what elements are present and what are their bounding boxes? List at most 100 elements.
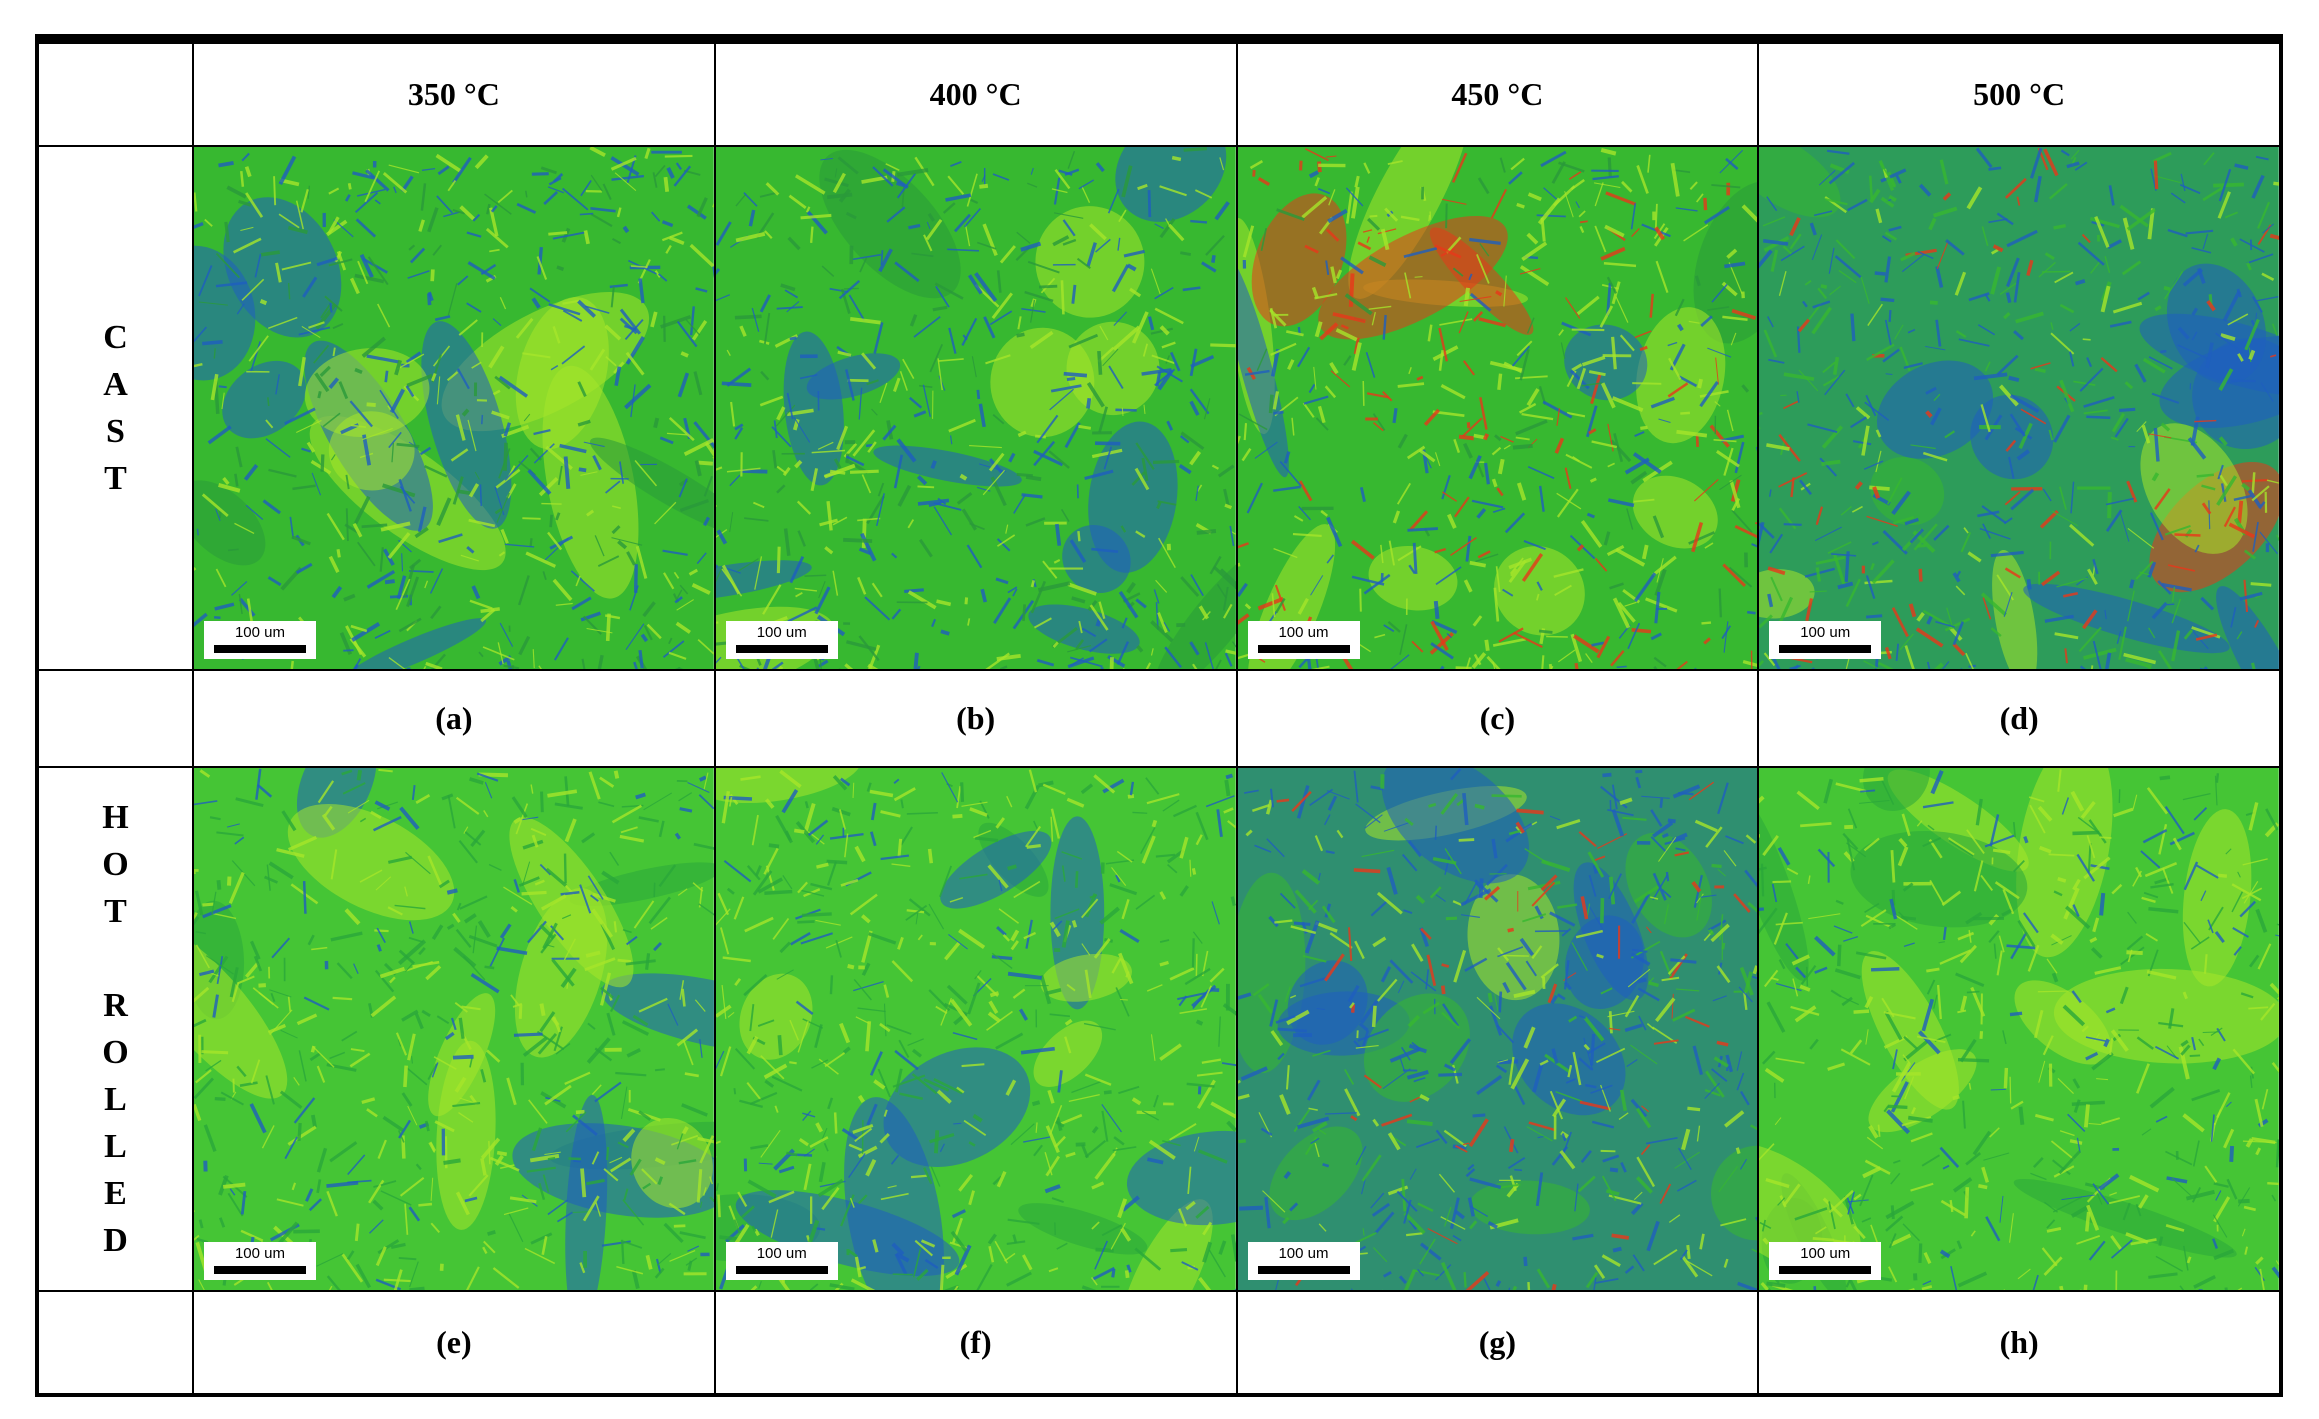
lath-stroke (1583, 1016, 1604, 1042)
lath-stroke (2127, 527, 2155, 549)
lath-stroke (268, 468, 297, 478)
lath-stroke (943, 941, 961, 961)
lath-stroke (312, 1045, 335, 1068)
lath-stroke (2078, 626, 2103, 652)
lath-stroke (2192, 331, 2198, 340)
lath-stroke (438, 532, 463, 543)
lath-stroke (1554, 1090, 1582, 1102)
lath-stroke (768, 843, 780, 849)
lath-stroke (1211, 464, 1219, 470)
lath-stroke (1608, 1010, 1613, 1034)
lath-stroke (666, 166, 675, 179)
lath-stroke (214, 601, 235, 611)
lath-stroke (1318, 321, 1338, 340)
lath-stroke (2096, 1077, 2109, 1080)
lath-stroke (201, 492, 229, 517)
lath-stroke (555, 1042, 571, 1055)
lath-stroke (1491, 660, 1496, 670)
lath-stroke (2087, 568, 2099, 585)
lath-stroke (1178, 463, 1192, 474)
lath-stroke (1271, 592, 1275, 617)
lath-stroke (2038, 990, 2069, 993)
lath-stroke (999, 664, 1008, 670)
lath-stroke (1867, 1136, 1884, 1150)
lath-stroke (1221, 1061, 1236, 1066)
lath-stroke (1823, 374, 1841, 387)
lath-stroke (1890, 1172, 1901, 1185)
lath-stroke (1275, 207, 1305, 221)
lath-stroke (1527, 191, 1542, 201)
lath-stroke (1487, 992, 1493, 1003)
lath-stroke (948, 418, 976, 433)
lath-stroke (1942, 191, 1952, 201)
lath-stroke (994, 1032, 1023, 1050)
lath-stroke (393, 1268, 403, 1291)
grain-region (1564, 915, 1644, 1009)
lath-stroke (1408, 509, 1428, 531)
lath-stroke (1637, 987, 1660, 1002)
lath-stroke (1380, 228, 1389, 250)
lath-stroke (761, 583, 782, 615)
lath-stroke (1308, 383, 1315, 393)
lath-stroke (825, 936, 853, 949)
lath-stroke (2269, 982, 2279, 995)
lath-stroke (469, 599, 493, 610)
lath-stroke (1504, 511, 1525, 533)
lath-stroke (1241, 447, 1251, 461)
lath-stroke (937, 357, 964, 362)
lath-stroke (1407, 1014, 1420, 1028)
lath-stroke (1443, 1129, 1467, 1148)
lath-stroke (1088, 222, 1107, 240)
lath-stroke (1715, 449, 1740, 468)
lath-stroke (302, 276, 318, 298)
lath-stroke (513, 1032, 543, 1037)
lath-stroke (466, 301, 482, 313)
lath-stroke (1492, 507, 1505, 513)
lath-stroke (826, 192, 853, 199)
lath-stroke (366, 569, 396, 589)
lath-stroke (890, 1154, 899, 1165)
lath-stroke (1054, 523, 1061, 546)
lath-stroke (1426, 1227, 1458, 1245)
lath-stroke (213, 347, 216, 359)
lath-stroke (531, 1127, 543, 1151)
lath-stroke (952, 1122, 962, 1125)
lath-stroke (278, 155, 297, 185)
lath-stroke (1759, 521, 1765, 546)
lath-stroke (2143, 357, 2166, 374)
lath-stroke (2053, 890, 2063, 896)
lath-stroke (1307, 665, 1330, 670)
lath-stroke (1964, 1186, 1970, 1219)
lath-stroke (762, 655, 771, 670)
row-label-letter: C (103, 318, 128, 356)
lath-stroke (1203, 397, 1211, 419)
lath-stroke (1094, 238, 1111, 253)
lath-stroke (2180, 1044, 2191, 1056)
lath-stroke (1026, 843, 1041, 849)
lath-stroke (245, 961, 260, 978)
lath-stroke (1301, 868, 1320, 885)
lath-stroke (341, 1030, 358, 1042)
lath-stroke (735, 231, 765, 242)
lath-stroke (838, 808, 846, 830)
micrograph-texture (194, 146, 714, 670)
lath-stroke (1345, 190, 1353, 224)
lath-stroke (241, 152, 250, 161)
lath-stroke (850, 1278, 876, 1291)
lath-stroke (899, 826, 913, 846)
lath-stroke (2217, 464, 2225, 479)
lath-stroke (954, 1244, 972, 1276)
lath-stroke (2042, 270, 2071, 273)
lath-stroke (2070, 481, 2075, 513)
lath-stroke (770, 1209, 779, 1238)
lath-stroke (1850, 415, 1868, 428)
lath-stroke (1652, 1248, 1677, 1265)
lath-stroke (298, 1049, 307, 1082)
lath-stroke (1610, 336, 1617, 369)
lath-stroke (298, 326, 331, 336)
grain-region (194, 479, 266, 565)
lath-stroke (2183, 921, 2202, 944)
lath-stroke (326, 1190, 338, 1217)
lath-stroke (2091, 946, 2103, 959)
lath-stroke (262, 498, 282, 514)
